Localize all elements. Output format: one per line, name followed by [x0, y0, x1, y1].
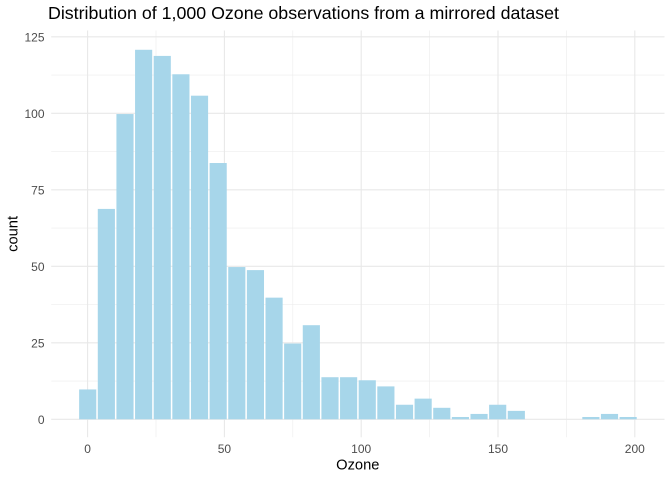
svg-text:100: 100 [351, 442, 371, 456]
svg-text:Distribution of 1,000 Ozone ob: Distribution of 1,000 Ozone observations… [48, 3, 559, 23]
svg-text:50: 50 [218, 442, 232, 456]
svg-text:25: 25 [31, 336, 45, 350]
svg-text:0: 0 [38, 413, 45, 427]
svg-text:150: 150 [488, 442, 508, 456]
svg-text:125: 125 [24, 30, 44, 44]
svg-text:0: 0 [84, 442, 91, 456]
svg-text:Ozone: Ozone [336, 458, 379, 474]
svg-text:200: 200 [625, 442, 645, 456]
svg-text:50: 50 [31, 260, 45, 274]
svg-text:100: 100 [24, 107, 44, 121]
svg-text:count: count [5, 216, 21, 252]
svg-text:75: 75 [31, 183, 45, 197]
